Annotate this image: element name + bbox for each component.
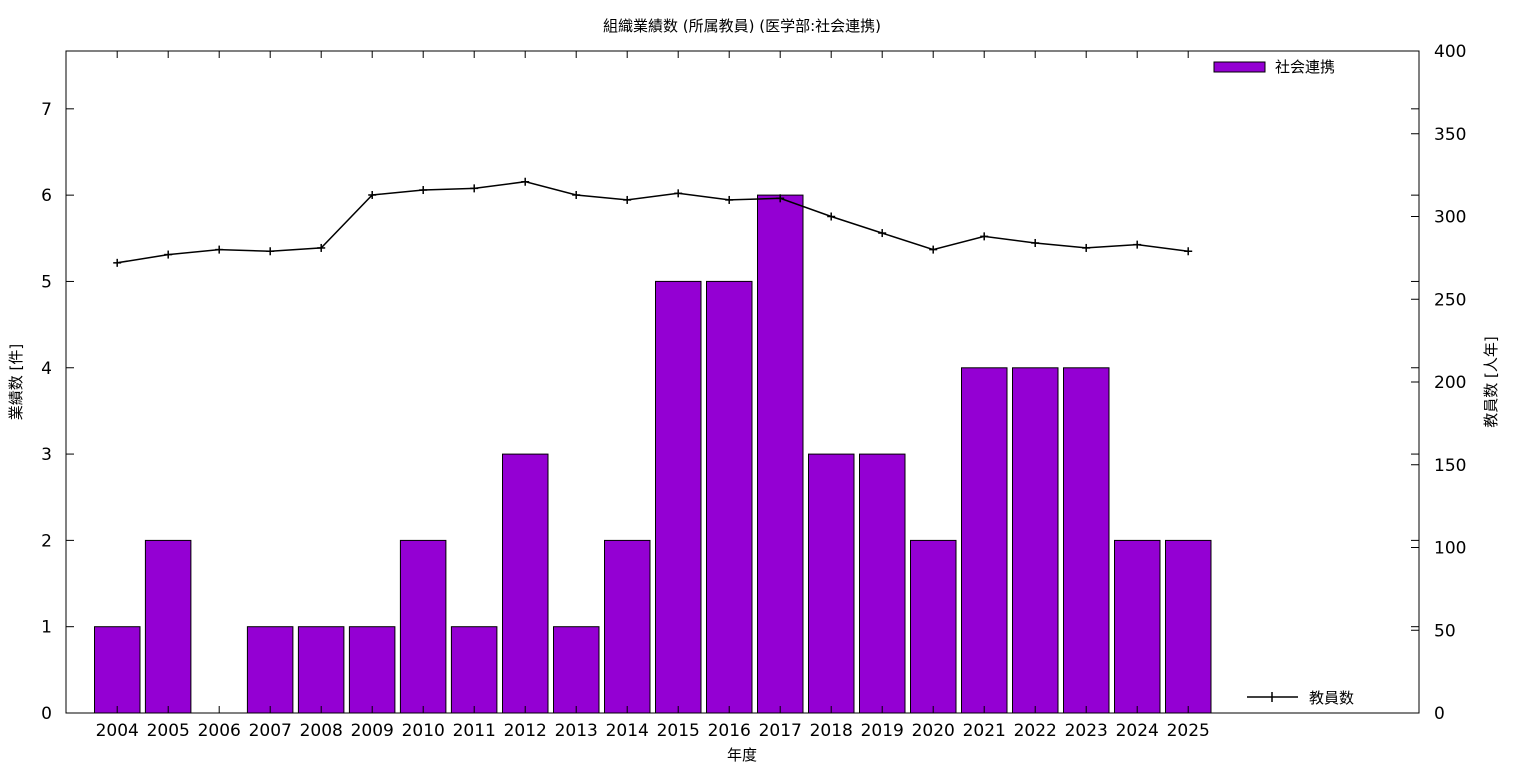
y-tick-label: 3 bbox=[41, 445, 52, 465]
line-point-2012 bbox=[521, 177, 530, 186]
y-tick-label: 5 bbox=[41, 272, 52, 292]
y-tick-label: 2 bbox=[41, 531, 52, 551]
bar-2023 bbox=[1063, 367, 1110, 714]
bar-2018 bbox=[808, 453, 855, 714]
y-tick-label: 4 bbox=[41, 359, 52, 379]
line-point-2019 bbox=[878, 229, 887, 238]
legend-bar-swatch bbox=[1213, 61, 1266, 73]
line-point-2009 bbox=[368, 190, 377, 199]
bar-2014 bbox=[604, 539, 651, 714]
y-tick-label: 1 bbox=[41, 618, 52, 638]
bar-2025 bbox=[1165, 539, 1212, 714]
bar-2010 bbox=[399, 539, 447, 714]
x-tick-label: 2007 bbox=[249, 721, 292, 741]
y2-tick-label: 100 bbox=[1434, 539, 1466, 559]
y-tick-label: 6 bbox=[41, 186, 52, 206]
y-axis-label: 業績数 [件] bbox=[7, 344, 25, 420]
bar-2020 bbox=[910, 539, 957, 714]
bar-2012 bbox=[502, 453, 549, 714]
x-tick-label: 2011 bbox=[453, 721, 496, 741]
line-point-2024 bbox=[1133, 240, 1142, 249]
bar-2007 bbox=[246, 626, 294, 714]
y2-tick-label: 350 bbox=[1434, 125, 1466, 145]
line-point-2015 bbox=[674, 189, 683, 198]
legend-bar: 社会連携 bbox=[1213, 58, 1335, 76]
y2-axis-label: 教員数 [人年] bbox=[1482, 336, 1500, 427]
legend-line: 教員数 bbox=[1247, 689, 1354, 707]
x-tick-label: 2006 bbox=[198, 721, 241, 741]
y2-tick-label: 0 bbox=[1434, 704, 1445, 724]
y2-tick-label: 250 bbox=[1434, 290, 1466, 310]
line-point-2014 bbox=[623, 195, 632, 204]
line-point-2013 bbox=[572, 190, 581, 199]
right-axis: 0 50 100 150 200 250 300 350 400 bbox=[1411, 42, 1466, 724]
y2-tick-label: 300 bbox=[1434, 208, 1466, 228]
y2-tick-label: 200 bbox=[1434, 373, 1466, 393]
x-tick-label: 2022 bbox=[1014, 721, 1057, 741]
bar-2017 bbox=[757, 194, 804, 714]
bar-group bbox=[94, 194, 1212, 714]
x-tick-label: 2023 bbox=[1065, 721, 1108, 741]
bar-2015 bbox=[655, 280, 702, 714]
x-tick-label: 2024 bbox=[1116, 721, 1159, 741]
line-point-2011 bbox=[470, 184, 479, 193]
bar-2004 bbox=[94, 626, 141, 714]
x-tick-label: 2009 bbox=[351, 721, 394, 741]
x-tick-label: 2016 bbox=[708, 721, 751, 741]
line-series-group bbox=[113, 177, 1193, 267]
legend-line-label: 教員数 bbox=[1309, 689, 1354, 707]
line-point-2020 bbox=[929, 245, 938, 254]
x-tick-label: 2017 bbox=[759, 721, 802, 741]
x-tick-label: 2008 bbox=[300, 721, 343, 741]
bar-2005 bbox=[144, 539, 192, 714]
line-point-2005 bbox=[164, 250, 173, 259]
line-point-2016 bbox=[725, 195, 734, 204]
x-tick-label: 2018 bbox=[810, 721, 853, 741]
legend-bar-label: 社会連携 bbox=[1275, 58, 1335, 76]
x-tick-label: 2005 bbox=[147, 721, 190, 741]
line-point-2021 bbox=[980, 232, 989, 241]
line-point-2008 bbox=[317, 243, 326, 252]
line-point-2022 bbox=[1031, 238, 1040, 247]
bar-2019 bbox=[859, 453, 906, 714]
line-point-2007 bbox=[266, 247, 275, 256]
y-tick-label: 0 bbox=[41, 704, 52, 724]
line-point-2010 bbox=[419, 186, 428, 195]
bar-2022 bbox=[1012, 367, 1059, 714]
faculty-count-line bbox=[117, 180, 1189, 264]
y2-tick-label: 400 bbox=[1434, 42, 1466, 62]
chart-title: 組織業績数 (所属教員) (医学部:社会連携) bbox=[603, 17, 881, 35]
line-point-2004 bbox=[113, 258, 122, 267]
bar-2011 bbox=[450, 626, 498, 714]
line-point-2023 bbox=[1082, 243, 1091, 252]
line-point-2017 bbox=[776, 194, 785, 203]
x-tick-label: 2021 bbox=[963, 721, 1006, 741]
line-point-2025 bbox=[1184, 247, 1193, 256]
bar-2016 bbox=[706, 280, 753, 714]
bar-2021 bbox=[961, 367, 1008, 714]
y-tick-label: 7 bbox=[41, 100, 52, 120]
x-axis: 2004 2005 2006 2007 2008 2009 2010 2011 2012 2013… bbox=[96, 51, 1210, 741]
y2-tick-label: 150 bbox=[1434, 456, 1466, 476]
x-tick-label: 2019 bbox=[861, 721, 904, 741]
x-tick-label: 2013 bbox=[555, 721, 598, 741]
y2-tick-label: 50 bbox=[1434, 621, 1456, 641]
bar-2013 bbox=[553, 626, 600, 714]
x-tick-label: 2020 bbox=[912, 721, 955, 741]
x-tick-label: 2012 bbox=[504, 721, 547, 741]
x-axis-label: 年度 bbox=[727, 746, 757, 764]
bar-2024 bbox=[1114, 539, 1161, 714]
bar-2008 bbox=[297, 626, 345, 714]
line-point-2006 bbox=[215, 245, 224, 254]
x-tick-label: 2010 bbox=[402, 721, 445, 741]
bar-2009 bbox=[348, 626, 396, 714]
x-tick-label: 2014 bbox=[606, 721, 649, 741]
line-point-2018 bbox=[827, 212, 836, 221]
x-tick-label: 2025 bbox=[1167, 721, 1210, 741]
x-tick-label: 2015 bbox=[657, 721, 700, 741]
x-tick-label: 2004 bbox=[96, 721, 139, 741]
